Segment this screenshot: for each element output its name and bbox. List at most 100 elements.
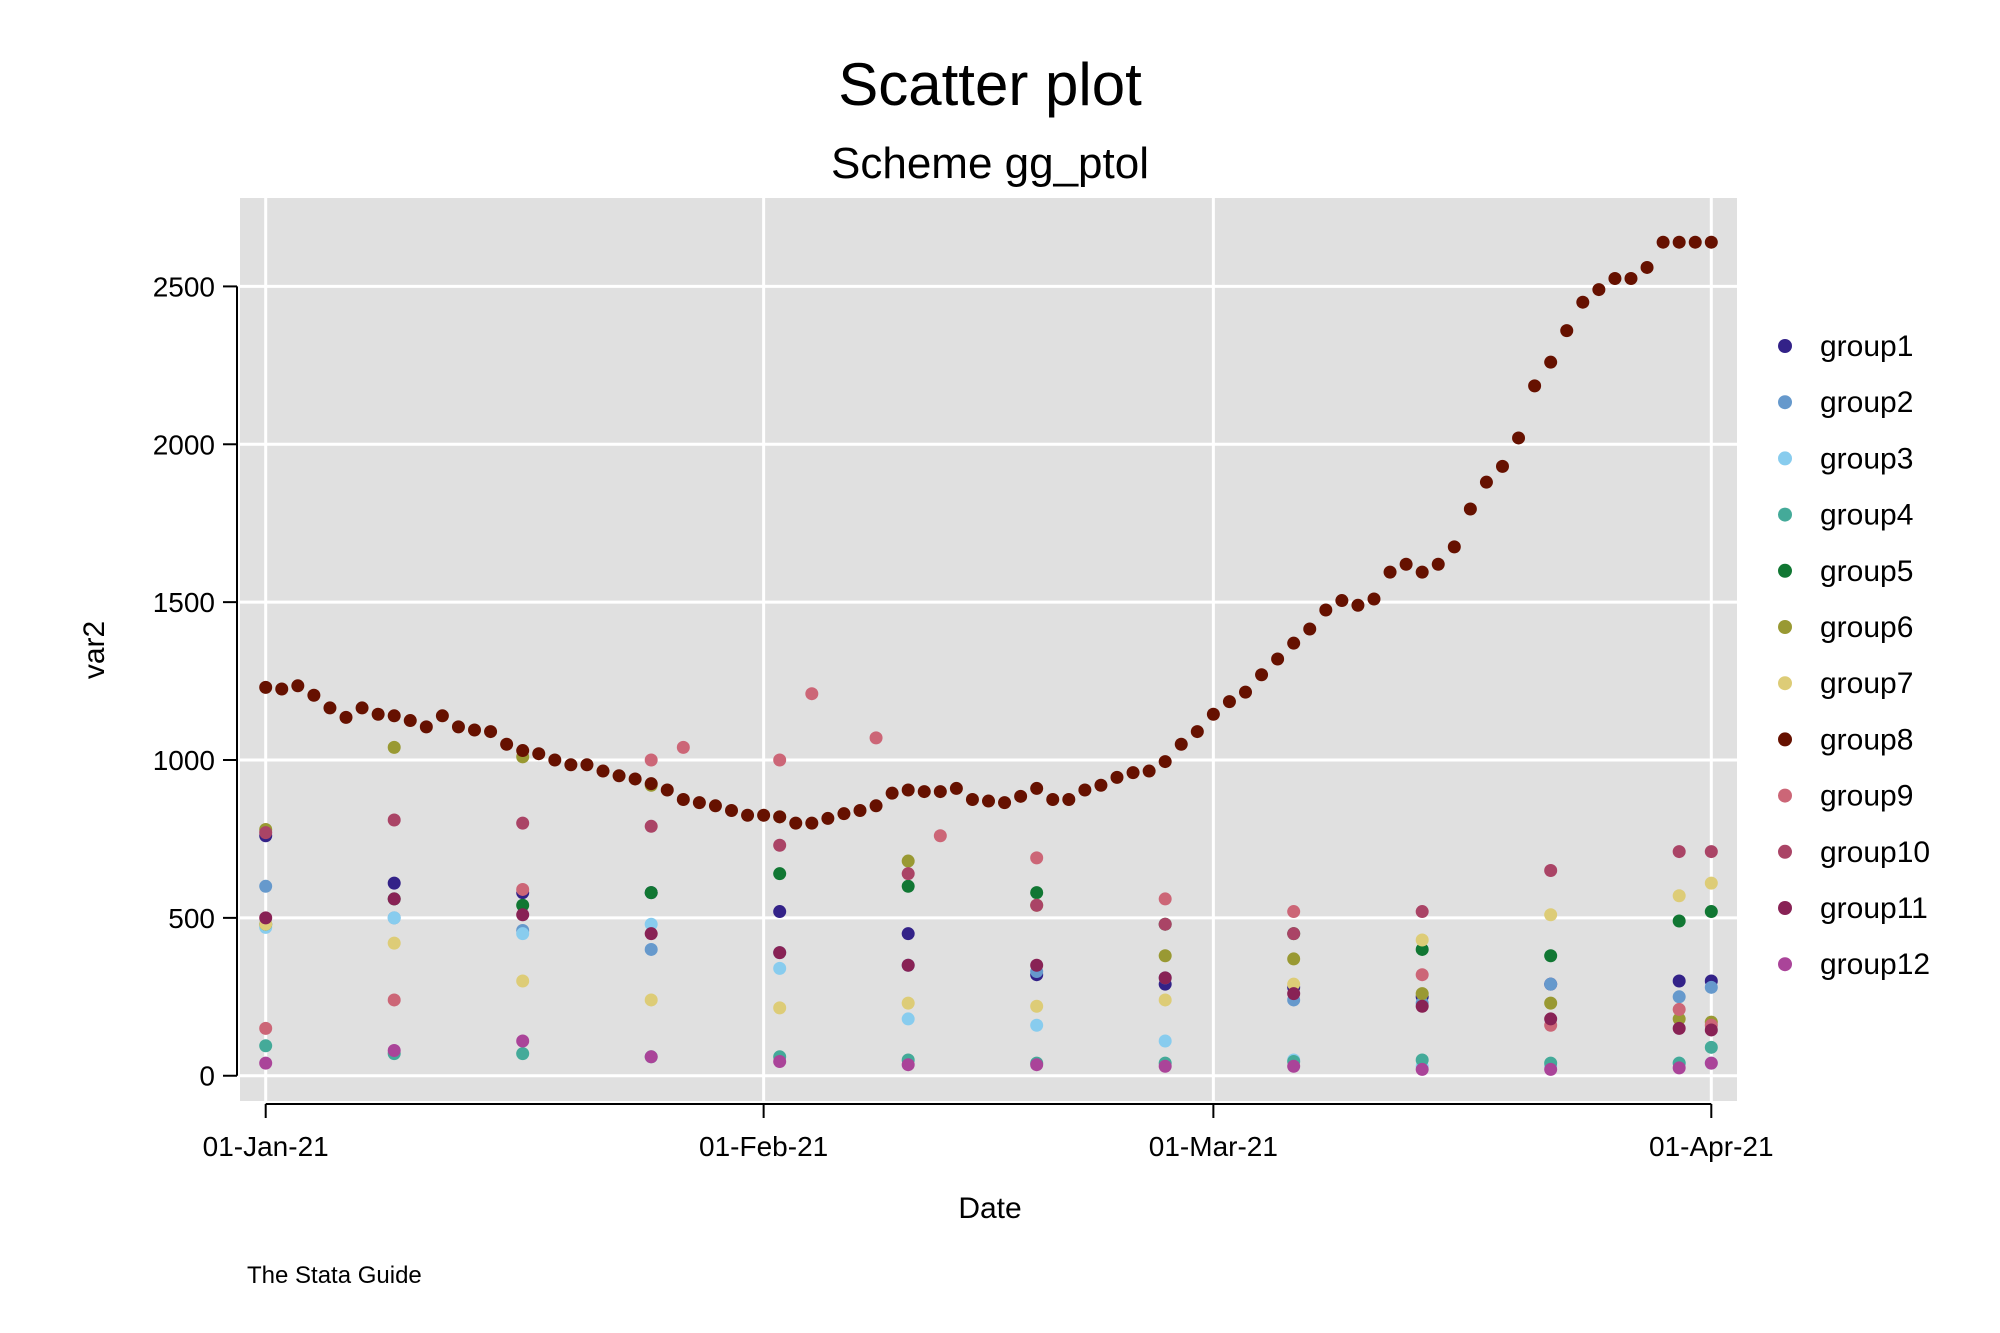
legend-marker [1778,339,1792,353]
data-point [1512,431,1526,445]
data-point [773,753,787,767]
data-point [949,781,963,795]
data-point [773,905,787,919]
legend-label: group8 [1820,723,1913,756]
grid-lines [240,198,1737,1101]
data-point [1688,235,1702,249]
data-point [1656,235,1670,249]
data-point [1030,886,1044,900]
legend-marker [1778,563,1792,578]
data-point [676,792,690,806]
data-point [644,927,658,941]
data-point [1672,914,1686,928]
data-point [259,911,273,925]
data-point [1640,260,1654,274]
legend-marker [1778,676,1792,691]
data-point [387,936,401,950]
series-group10 [259,813,1718,941]
y-tick-label: 2500 [153,271,215,302]
legend-marker [1778,451,1792,466]
legend-label: group11 [1820,892,1928,925]
data-point [1287,1059,1301,1073]
series-group12 [259,1034,1718,1076]
data-point [901,854,915,868]
data-point [853,804,867,818]
legend: group1 group2 group3 group4 group5 group6 grou… [1778,330,1930,981]
data-point [901,783,915,797]
data-point [1030,1018,1044,1032]
data-point [869,731,883,745]
data-point [1030,999,1044,1013]
data-point [1415,999,1429,1013]
data-point [387,813,401,827]
data-point [451,720,465,734]
data-point [275,682,289,696]
data-point [1463,502,1477,516]
data-point [1238,685,1252,699]
data-point [869,799,883,813]
data-point [1287,905,1301,919]
data-point [516,908,530,922]
data-point [1255,668,1269,682]
legend-label: group3 [1820,442,1913,475]
data-point [516,1047,530,1061]
data-point [1672,845,1686,859]
data-point [1078,783,1092,797]
data-point [1271,652,1285,666]
x-tick-label: 01-Feb-21 [699,1131,828,1162]
series-group8 [259,235,1718,830]
data-point [1158,971,1172,985]
data-point [1544,1012,1558,1026]
data-point [805,816,819,830]
data-point [805,687,819,701]
data-point [773,946,787,960]
legend-marker [1778,395,1792,410]
data-point [676,740,690,754]
data-point [1704,1023,1718,1037]
data-point [307,688,321,702]
data-point [1415,933,1429,947]
data-point [773,961,787,975]
data-point [1704,1040,1718,1054]
data-point [933,829,947,843]
x-tick-label: 01-Mar-21 [1149,1131,1278,1162]
data-point [1158,1059,1172,1073]
legend-marker [1778,507,1792,522]
data-point [1110,770,1124,784]
legend-label: group5 [1820,555,1913,588]
data-point [1479,475,1493,489]
data-point [516,744,530,758]
data-point [259,1056,273,1070]
data-points [259,235,1718,1076]
legend-marker [1778,901,1792,915]
data-point [1704,905,1718,919]
data-point [596,764,610,778]
series-group7 [259,876,1718,1015]
data-point [644,942,658,956]
data-point [1062,792,1076,806]
data-point [1335,594,1349,608]
data-point [259,879,273,893]
data-point [757,808,771,822]
chart-subtitle: Scheme gg_ptol [831,139,1149,188]
data-point [644,993,658,1007]
data-point [1030,851,1044,865]
chart-title: Scatter plot [838,51,1142,118]
data-point [1126,766,1140,780]
data-point [1030,781,1044,795]
data-point [901,958,915,972]
legend-item-group7: group7 [1778,667,1913,700]
legend-marker [1778,957,1792,972]
data-point [1190,725,1204,739]
data-point [708,799,722,813]
legend-item-group5: group5 [1778,555,1913,588]
data-point [1399,557,1413,571]
data-point [291,679,305,693]
legend-item-group4: group4 [1778,499,1913,532]
legend-item-group9: group9 [1778,780,1913,813]
data-point [419,720,433,734]
data-point [387,709,401,723]
note-text: The Stata Guide [247,1262,422,1289]
x-tick-label: 01-Apr-21 [1649,1131,1774,1162]
data-point [1142,764,1156,778]
